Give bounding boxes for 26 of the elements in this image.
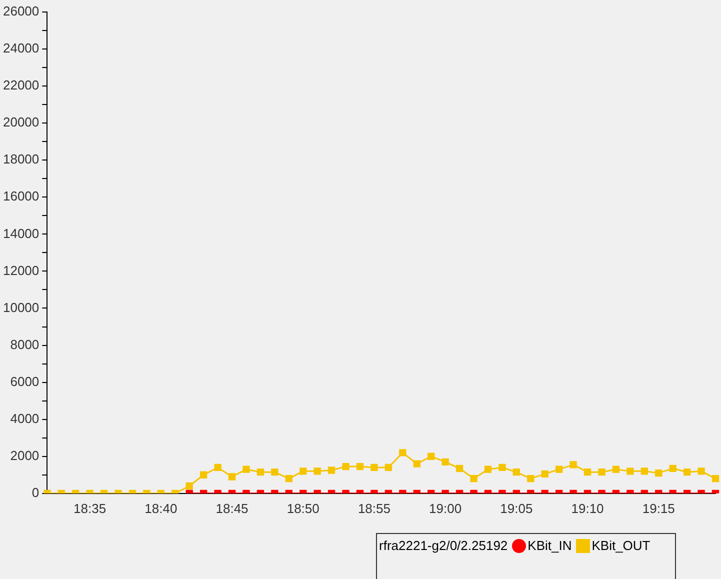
y-tick-label: 24000 [2,40,40,56]
y-tick-label: 2000 [10,448,40,463]
x-tick-label: 19:10 [571,500,604,516]
y-tick-label: 4000 [10,410,40,426]
y-tick-label: 8000 [10,336,40,352]
y-tick-label: 22000 [2,78,40,93]
y-tick-label: 20000 [2,114,40,130]
y-tick-label: 14000 [2,226,40,241]
x-tick-label: 18:55 [358,500,390,516]
x-tick-label: 19:05 [500,500,533,516]
y-tick-label: 26000 [2,4,40,19]
legend-label: KBit_OUT [590,538,650,553]
x-tick-label: 18:45 [216,500,248,516]
y-tick-label: 16000 [2,188,40,204]
x-tick-label: 19:00 [429,500,462,516]
x-tick-label: 18:50 [286,500,320,516]
y-tick-label: 18000 [2,152,40,167]
y-tick-label: 6000 [10,374,40,389]
y-tick-label: 12000 [2,262,40,278]
x-tick-label: 18:40 [144,500,178,516]
y-tick-label: 0 [32,484,40,500]
legend-label: KBit_IN [526,538,572,553]
y-tick-label: 10000 [2,300,40,315]
x-tick-label: 19:15 [642,500,675,516]
x-tick-label: 18:35 [74,500,106,516]
legend-title: rfra2221-g2/0/2.25192 [379,538,508,553]
